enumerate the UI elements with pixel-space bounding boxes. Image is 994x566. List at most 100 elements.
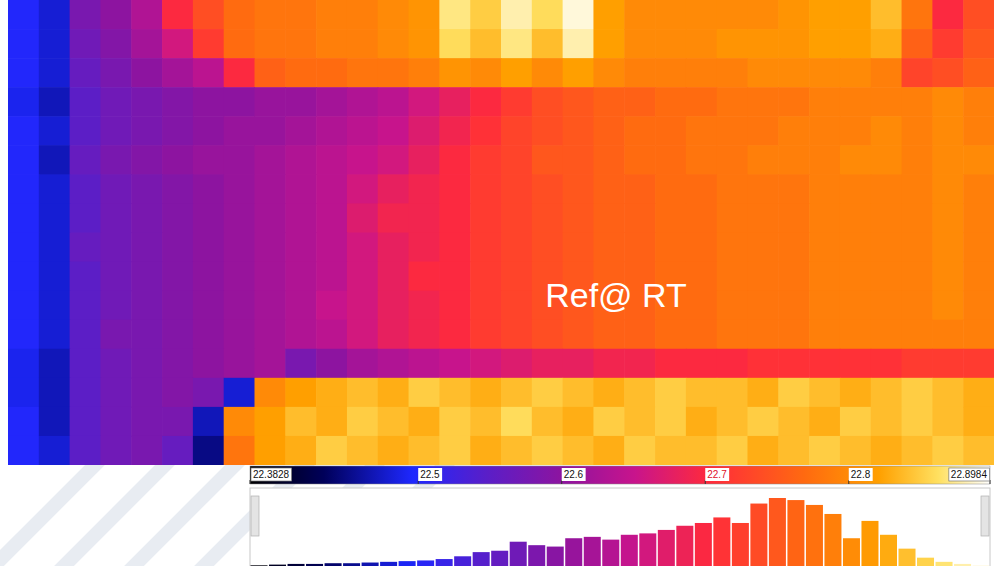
heat-cell bbox=[70, 116, 101, 146]
heat-cell bbox=[131, 291, 162, 321]
heat-cell bbox=[809, 29, 840, 59]
heat-cell bbox=[932, 174, 963, 204]
heat-cell bbox=[162, 378, 193, 408]
heat-cell bbox=[593, 58, 624, 88]
heat-cell bbox=[39, 87, 70, 117]
heat-cell bbox=[840, 349, 871, 379]
heat-cell bbox=[224, 203, 255, 233]
heat-cell bbox=[655, 87, 686, 117]
heat-cell bbox=[501, 145, 532, 175]
heat-cell bbox=[593, 116, 624, 146]
heat-cell bbox=[748, 436, 779, 465]
heat-cell bbox=[316, 407, 347, 437]
heat-cell bbox=[100, 320, 131, 350]
heat-cell bbox=[162, 58, 193, 88]
histogram-bar bbox=[917, 558, 934, 566]
heat-cell bbox=[439, 0, 470, 30]
heat-cell bbox=[593, 320, 624, 350]
heat-cell bbox=[532, 145, 563, 175]
heat-cell bbox=[902, 349, 933, 379]
heat-cell bbox=[193, 407, 224, 437]
heat-cell bbox=[378, 116, 409, 146]
heat-cell bbox=[778, 320, 809, 350]
heat-cell bbox=[593, 29, 624, 59]
heat-cell bbox=[717, 87, 748, 117]
histogram-bar bbox=[454, 556, 471, 566]
heat-cell bbox=[39, 0, 70, 30]
heat-cell bbox=[70, 29, 101, 59]
heat-cell bbox=[193, 349, 224, 379]
heat-cell bbox=[809, 320, 840, 350]
heat-cell bbox=[316, 145, 347, 175]
heat-cell bbox=[624, 174, 655, 204]
heat-cell bbox=[902, 378, 933, 408]
heat-cell bbox=[686, 320, 717, 350]
heat-cell bbox=[470, 174, 501, 204]
heat-cell bbox=[748, 29, 779, 59]
heat-cell bbox=[963, 58, 994, 88]
heat-cell bbox=[8, 145, 39, 175]
heat-cell bbox=[963, 320, 994, 350]
heat-cell bbox=[224, 233, 255, 263]
heat-cell bbox=[624, 349, 655, 379]
heat-cell bbox=[378, 407, 409, 437]
histogram-bar bbox=[251, 565, 268, 566]
heat-cell bbox=[131, 407, 162, 437]
heat-cell bbox=[963, 233, 994, 263]
heat-cell bbox=[316, 116, 347, 146]
histogram-bar bbox=[899, 549, 916, 566]
heat-cell bbox=[316, 378, 347, 408]
heat-cell bbox=[224, 320, 255, 350]
heat-cell bbox=[717, 320, 748, 350]
heat-cell bbox=[932, 436, 963, 465]
heat-cell bbox=[809, 58, 840, 88]
heat-cell bbox=[748, 291, 779, 321]
heat-cell bbox=[70, 262, 101, 292]
heatmap bbox=[8, 0, 994, 465]
heat-cell bbox=[840, 203, 871, 233]
heat-cell bbox=[563, 145, 594, 175]
heat-cell bbox=[70, 233, 101, 263]
heat-cell bbox=[778, 116, 809, 146]
heat-cell bbox=[39, 378, 70, 408]
heat-cell bbox=[439, 436, 470, 465]
heat-cell bbox=[255, 0, 286, 30]
heat-cell bbox=[963, 436, 994, 465]
histogram-bar bbox=[380, 562, 397, 566]
heat-cell bbox=[748, 407, 779, 437]
heat-cell bbox=[624, 233, 655, 263]
heat-cell bbox=[224, 262, 255, 292]
heat-cell bbox=[871, 0, 902, 30]
heat-cell bbox=[8, 378, 39, 408]
heat-cell bbox=[686, 378, 717, 408]
heat-cell bbox=[932, 58, 963, 88]
heat-cell bbox=[902, 145, 933, 175]
heat-cell bbox=[470, 203, 501, 233]
histogram-bar bbox=[861, 521, 878, 566]
heat-cell bbox=[686, 436, 717, 465]
heat-cell bbox=[624, 116, 655, 146]
heat-cell bbox=[686, 233, 717, 263]
heat-cell bbox=[532, 436, 563, 465]
heat-cell bbox=[39, 145, 70, 175]
heat-cell bbox=[686, 262, 717, 292]
heat-cell bbox=[131, 436, 162, 465]
heat-cell bbox=[100, 116, 131, 146]
histogram bbox=[251, 498, 990, 566]
heat-cell bbox=[224, 174, 255, 204]
heat-cell bbox=[902, 233, 933, 263]
heat-cell bbox=[100, 262, 131, 292]
heat-cell bbox=[963, 378, 994, 408]
heat-cell bbox=[378, 174, 409, 204]
heat-cell bbox=[193, 29, 224, 59]
heat-cell bbox=[470, 407, 501, 437]
heat-cell bbox=[593, 145, 624, 175]
heat-cell bbox=[748, 233, 779, 263]
heat-cell bbox=[871, 174, 902, 204]
heat-cell bbox=[840, 87, 871, 117]
histogram-bar bbox=[658, 530, 675, 566]
heat-cell bbox=[224, 407, 255, 437]
heat-cell bbox=[871, 262, 902, 292]
heat-cell bbox=[840, 174, 871, 204]
heat-cell bbox=[224, 58, 255, 88]
